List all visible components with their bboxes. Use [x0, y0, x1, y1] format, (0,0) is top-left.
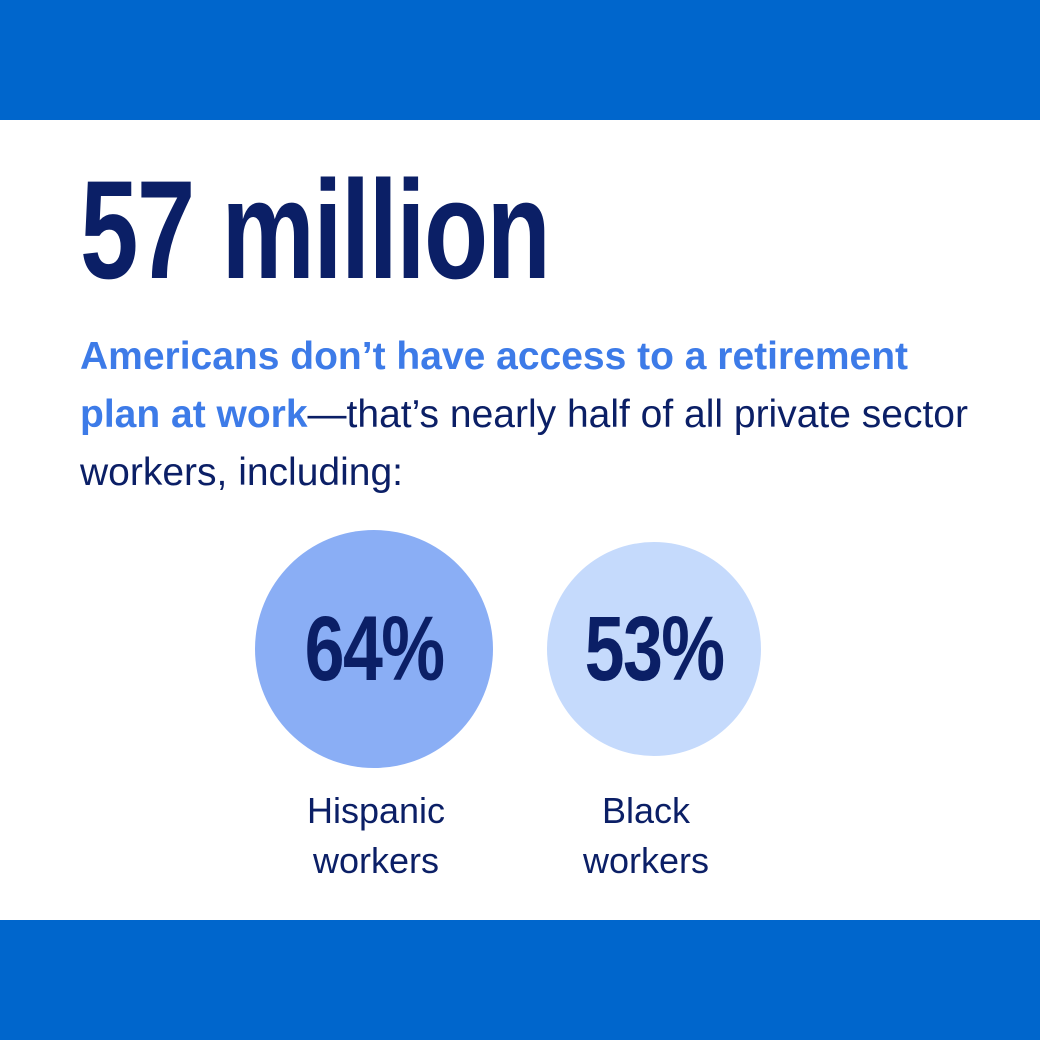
stat-circle: 64% [255, 530, 493, 768]
body-text: Americans don’t have access to a retirem… [80, 328, 970, 502]
body-emphasis: Americans don’t have access to a retirem… [80, 335, 909, 436]
body-rest: —that’s nearly half of all private secto… [80, 393, 968, 494]
top-band [0, 0, 1040, 120]
label-line: Black [601, 790, 691, 831]
stat-label: Hispanic workers [256, 786, 496, 886]
bottom-band [0, 920, 1040, 1040]
stat-label: Black workers [526, 786, 766, 886]
stat-value: 64% [304, 597, 446, 700]
label-line: workers [312, 840, 440, 881]
stat-value: 53% [584, 597, 726, 700]
label-line: Hispanic [306, 790, 446, 831]
label-line: workers [582, 840, 710, 881]
headline: 57 million [80, 151, 551, 308]
stat-circle: 53% [547, 542, 761, 756]
